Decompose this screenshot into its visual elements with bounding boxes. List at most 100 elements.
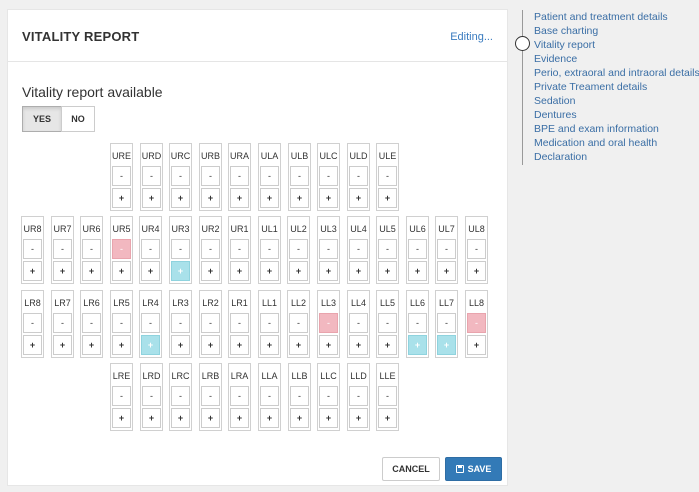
vitality-positive-cell[interactable]: + [171,188,190,208]
vitality-negative-cell[interactable]: - [289,313,308,333]
vitality-positive-cell[interactable]: + [319,335,338,355]
vitality-negative-cell[interactable]: - [23,313,42,333]
vitality-negative-cell[interactable]: - [141,239,160,259]
vitality-negative-cell[interactable]: - [53,313,72,333]
vitality-positive-cell[interactable]: + [112,261,131,281]
vitality-negative-cell[interactable]: - [230,239,249,259]
vitality-positive-cell[interactable]: + [23,335,42,355]
nav-item-dentures[interactable]: Dentures [534,109,577,121]
nav-item-bpe-and-exam-information[interactable]: BPE and exam information [534,123,659,135]
nav-item-vitality-report[interactable]: Vitality report [534,39,596,51]
vitality-positive-cell[interactable]: + [201,261,220,281]
vitality-negative-cell[interactable]: - [378,166,397,186]
vitality-negative-cell[interactable]: - [53,239,72,259]
vitality-negative-cell[interactable]: - [378,386,397,406]
vitality-negative-cell[interactable]: - [408,239,427,259]
vitality-positive-cell[interactable]: + [53,335,72,355]
vitality-positive-cell[interactable]: + [112,188,131,208]
vitality-negative-cell[interactable]: - [112,313,131,333]
vitality-negative-cell[interactable]: - [319,166,338,186]
vitality-negative-cell[interactable]: - [319,239,338,259]
vitality-negative-cell[interactable]: - [171,239,190,259]
vitality-positive-cell[interactable]: + [112,335,131,355]
vitality-negative-cell[interactable]: - [319,386,338,406]
vitality-negative-cell[interactable]: - [437,239,456,259]
vitality-positive-cell[interactable]: + [319,408,338,428]
nav-item-base-charting[interactable]: Base charting [534,25,599,37]
nav-item-evidence[interactable]: Evidence [534,53,578,65]
vitality-negative-cell[interactable]: - [82,313,101,333]
vitality-negative-cell[interactable]: - [378,313,397,333]
vitality-positive-cell[interactable]: + [141,335,160,355]
vitality-positive-cell[interactable]: + [467,261,486,281]
vitality-negative-cell[interactable]: - [408,313,427,333]
vitality-negative-cell[interactable]: - [201,313,220,333]
vitality-negative-cell[interactable]: - [289,239,308,259]
vitality-positive-cell[interactable]: + [408,335,427,355]
vitality-positive-cell[interactable]: + [289,335,308,355]
vitality-positive-cell[interactable]: + [171,261,190,281]
vitality-positive-cell[interactable]: + [408,261,427,281]
vitality-negative-cell[interactable]: - [349,386,368,406]
vitality-positive-cell[interactable]: + [319,261,338,281]
vitality-negative-cell[interactable]: - [349,239,368,259]
vitality-negative-cell[interactable]: - [467,313,486,333]
vitality-positive-cell[interactable]: + [142,188,161,208]
vitality-positive-cell[interactable]: + [201,188,220,208]
vitality-negative-cell[interactable]: - [82,239,101,259]
vitality-positive-cell[interactable]: + [290,188,309,208]
vitality-negative-cell[interactable]: - [319,313,338,333]
vitality-positive-cell[interactable]: + [349,188,368,208]
vitality-positive-cell[interactable]: + [230,408,249,428]
vitality-negative-cell[interactable]: - [230,166,249,186]
vitality-negative-cell[interactable]: - [260,313,279,333]
vitality-positive-cell[interactable]: + [82,261,101,281]
save-button[interactable]: SAVE [445,457,502,481]
vitality-positive-cell[interactable]: + [467,335,486,355]
vitality-negative-cell[interactable]: - [467,239,486,259]
vitality-positive-cell[interactable]: + [378,261,397,281]
vitality-positive-cell[interactable]: + [378,335,397,355]
vitality-positive-cell[interactable]: + [260,335,279,355]
vitality-negative-cell[interactable]: - [142,386,161,406]
vitality-positive-cell[interactable]: + [82,335,101,355]
vitality-positive-cell[interactable]: + [112,408,131,428]
vitality-negative-cell[interactable]: - [378,239,397,259]
vitality-positive-cell[interactable]: + [260,188,279,208]
vitality-negative-cell[interactable]: - [290,386,309,406]
vitality-negative-cell[interactable]: - [349,166,368,186]
nav-item-perio-extraoral-and-intraoral-details[interactable]: Perio, extraoral and intraoral details [534,67,699,79]
vitality-positive-cell[interactable]: + [437,335,456,355]
vitality-positive-cell[interactable]: + [171,335,190,355]
vitality-positive-cell[interactable]: + [378,408,397,428]
vitality-negative-cell[interactable]: - [171,166,190,186]
vitality-positive-cell[interactable]: + [201,335,220,355]
vitality-negative-cell[interactable]: - [260,166,279,186]
vitality-negative-cell[interactable]: - [349,313,368,333]
vitality-positive-cell[interactable]: + [260,261,279,281]
vitality-negative-cell[interactable]: - [112,239,131,259]
vitality-negative-cell[interactable]: - [171,386,190,406]
vitality-negative-cell[interactable]: - [23,239,42,259]
nav-item-private-treament-details[interactable]: Private Treament details [534,81,648,93]
vitality-positive-cell[interactable]: + [378,188,397,208]
nav-item-patient-and-treatment-details[interactable]: Patient and treatment details [534,11,668,23]
vitality-negative-cell[interactable]: - [171,313,190,333]
yes-button[interactable]: YES [22,106,62,132]
vitality-positive-cell[interactable]: + [230,188,249,208]
vitality-negative-cell[interactable]: - [201,166,220,186]
vitality-negative-cell[interactable]: - [260,239,279,259]
vitality-negative-cell[interactable]: - [260,386,279,406]
vitality-negative-cell[interactable]: - [112,386,131,406]
vitality-negative-cell[interactable]: - [141,313,160,333]
vitality-positive-cell[interactable]: + [289,261,308,281]
vitality-positive-cell[interactable]: + [230,335,249,355]
vitality-positive-cell[interactable]: + [437,261,456,281]
vitality-positive-cell[interactable]: + [171,408,190,428]
vitality-positive-cell[interactable]: + [53,261,72,281]
vitality-negative-cell[interactable]: - [201,386,220,406]
vitality-negative-cell[interactable]: - [201,239,220,259]
vitality-positive-cell[interactable]: + [260,408,279,428]
vitality-negative-cell[interactable]: - [112,166,131,186]
vitality-negative-cell[interactable]: - [230,313,249,333]
